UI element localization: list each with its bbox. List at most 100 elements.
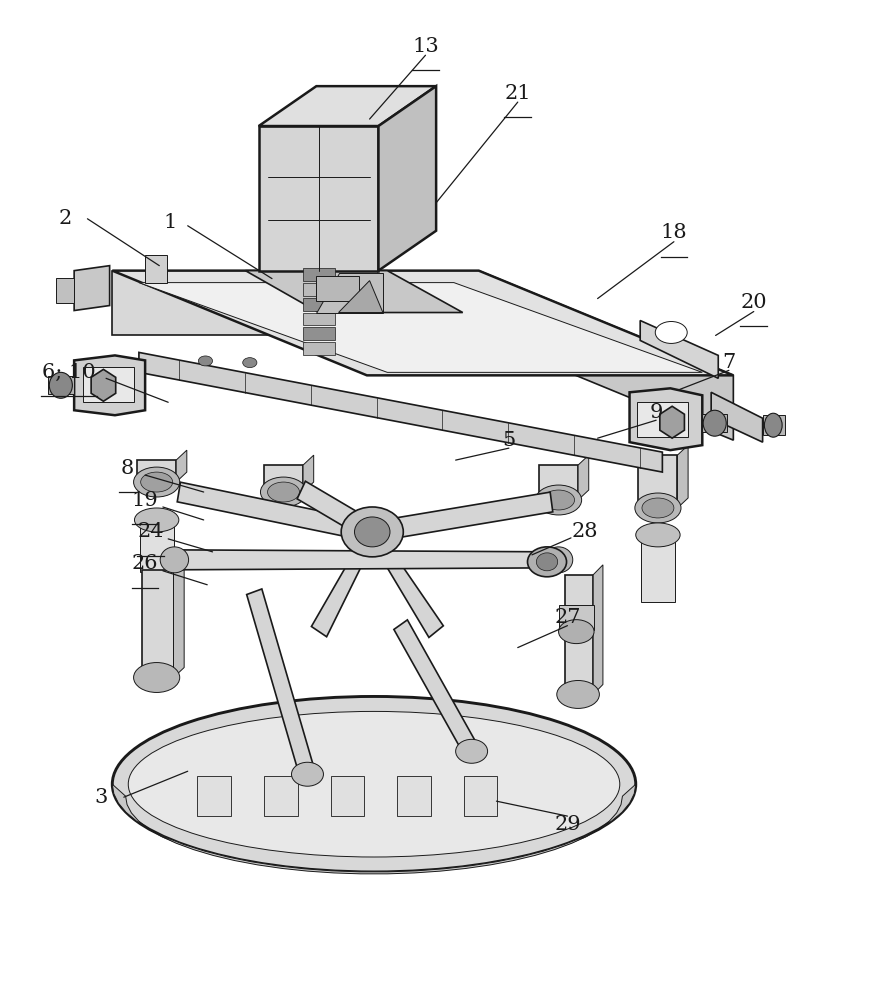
Bar (303, 342, 335, 355)
Ellipse shape (528, 547, 567, 577)
Polygon shape (640, 320, 718, 378)
Text: 3: 3 (94, 788, 108, 807)
Polygon shape (112, 271, 479, 335)
Bar (303, 268, 335, 281)
Text: 19: 19 (132, 491, 158, 510)
Ellipse shape (456, 739, 488, 763)
Bar (330, 776, 364, 816)
Ellipse shape (112, 696, 635, 872)
Bar (464, 776, 498, 816)
Ellipse shape (292, 762, 323, 786)
Text: 1: 1 (163, 213, 176, 232)
Bar (565, 575, 593, 694)
Polygon shape (629, 388, 702, 450)
Ellipse shape (703, 410, 726, 436)
Polygon shape (479, 271, 733, 440)
Bar (56, 278, 74, 303)
Polygon shape (139, 283, 702, 372)
Text: 13: 13 (412, 37, 439, 56)
Ellipse shape (261, 477, 306, 507)
Ellipse shape (354, 517, 390, 547)
Polygon shape (91, 369, 116, 401)
Text: 6; 10: 6; 10 (42, 363, 96, 382)
Text: 9: 9 (650, 403, 663, 422)
Bar (198, 776, 231, 816)
Ellipse shape (134, 508, 179, 532)
Ellipse shape (543, 490, 575, 510)
Bar (142, 570, 174, 678)
Ellipse shape (655, 321, 687, 343)
Polygon shape (139, 352, 662, 472)
Bar (303, 283, 335, 296)
Polygon shape (247, 589, 315, 777)
Polygon shape (176, 450, 187, 482)
Ellipse shape (141, 472, 173, 492)
Bar (702, 414, 727, 432)
Polygon shape (316, 273, 383, 313)
Bar (397, 776, 431, 816)
Text: 2: 2 (59, 209, 72, 228)
Ellipse shape (557, 680, 599, 708)
Bar (303, 327, 335, 340)
Bar (641, 535, 675, 602)
Text: 26: 26 (132, 554, 158, 573)
Ellipse shape (559, 620, 594, 644)
Text: 29: 29 (554, 815, 581, 834)
Bar (636, 402, 688, 437)
Ellipse shape (537, 553, 558, 571)
Ellipse shape (536, 485, 582, 515)
Polygon shape (338, 281, 383, 313)
Polygon shape (368, 528, 443, 637)
Ellipse shape (198, 356, 213, 366)
Text: 8: 8 (121, 459, 134, 478)
Ellipse shape (341, 507, 403, 557)
Ellipse shape (243, 358, 257, 368)
Bar (559, 605, 594, 630)
Ellipse shape (765, 413, 782, 437)
Polygon shape (593, 565, 603, 694)
Text: 20: 20 (740, 293, 767, 312)
Bar (259, 126, 378, 271)
Bar (264, 776, 298, 816)
Polygon shape (378, 86, 436, 271)
Ellipse shape (642, 498, 674, 518)
Polygon shape (112, 271, 733, 375)
Polygon shape (74, 355, 145, 415)
Ellipse shape (49, 372, 72, 398)
Text: 24: 24 (137, 522, 164, 541)
Bar (638, 455, 677, 508)
Ellipse shape (635, 493, 681, 523)
Bar (140, 520, 174, 572)
Polygon shape (394, 620, 478, 756)
Polygon shape (177, 482, 374, 542)
Ellipse shape (635, 523, 680, 547)
Ellipse shape (134, 663, 180, 692)
Bar (763, 415, 785, 435)
Ellipse shape (268, 482, 300, 502)
Polygon shape (711, 392, 763, 442)
Bar (145, 255, 167, 283)
Bar (316, 276, 359, 301)
Polygon shape (303, 455, 313, 492)
Bar (47, 376, 74, 394)
Ellipse shape (134, 467, 180, 497)
Text: 27: 27 (554, 608, 580, 627)
Polygon shape (246, 271, 463, 313)
Ellipse shape (128, 711, 619, 857)
Polygon shape (74, 266, 109, 311)
Polygon shape (371, 492, 553, 542)
Polygon shape (174, 550, 559, 570)
Bar (303, 298, 335, 311)
Bar (539, 465, 579, 500)
Text: 5: 5 (502, 431, 515, 450)
Ellipse shape (545, 547, 573, 573)
Polygon shape (112, 784, 635, 874)
Polygon shape (259, 86, 436, 126)
Bar (264, 465, 303, 492)
Polygon shape (174, 560, 184, 678)
Bar (83, 367, 134, 402)
Polygon shape (297, 481, 376, 541)
Polygon shape (578, 455, 588, 500)
Bar (137, 460, 176, 482)
Polygon shape (677, 445, 688, 508)
